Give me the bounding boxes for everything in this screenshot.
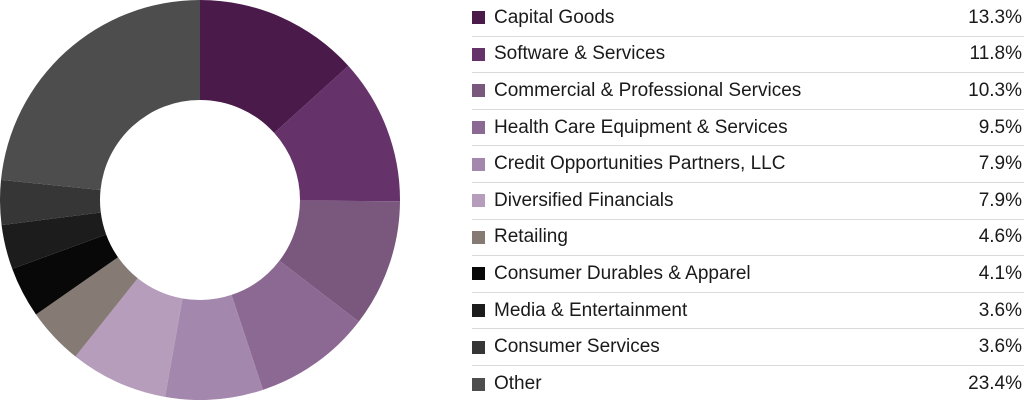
donut-chart [0,0,400,400]
donut-slice-4 [231,260,359,390]
legend-row: Consumer Durables & Apparel 4.1% [472,256,1024,293]
donut-slice-8 [12,234,119,315]
donut-slice-3 [279,200,400,322]
legend-label: Capital Goods [494,6,615,28]
legend-label: Media & Entertainment [494,299,688,321]
legend-label: Health Care Equipment & Services [494,116,788,138]
legend-value: 4.6% [978,226,1022,248]
donut-slice-7 [36,257,138,357]
legend-row: Software & Services 11.8% [472,37,1024,74]
legend-row: Retailing 4.6% [472,220,1024,257]
donut-slice-2 [274,65,400,202]
legend-swatch [472,377,485,391]
legend-swatch [472,11,485,25]
legend-row: Other 23.4% [472,366,1024,403]
legend-swatch [472,340,485,354]
legend-value: 3.6% [978,299,1022,321]
legend-swatch [472,47,485,61]
legend-label: Retailing [494,226,568,248]
legend-row: Media & Entertainment 3.6% [472,293,1024,330]
legend-swatch [472,157,485,171]
legend-label: Software & Services [494,43,666,65]
legend-row: Credit Opportunities Partners, LLC 7.9% [472,146,1024,183]
legend-value: 11.8% [969,43,1022,65]
legend-swatch [472,267,485,281]
legend-swatch [472,230,485,244]
donut-slice-9 [1,212,107,269]
legend-swatch [472,304,485,318]
donut-slice-11 [1,0,201,190]
legend-row: Diversified Financials 7.9% [472,183,1024,220]
donut-slice-1 [200,0,349,133]
legend-label: Consumer Durables & Apparel [494,262,751,284]
legend-value: 4.1% [978,262,1022,284]
legend-value: 13.3% [968,6,1022,28]
donut-slice-10 [0,179,101,226]
legend-value: 7.9% [978,153,1022,175]
legend-swatch [472,194,485,208]
legend-swatch [472,121,485,135]
legend-row: Commercial & Professional Services 10.3% [472,73,1024,110]
chart-legend: Capital Goods 13.3% Software & Services 11.… [472,0,1024,403]
legend-value: 7.9% [978,189,1022,211]
legend-label: Other [494,373,542,395]
legend-value: 3.6% [978,336,1022,358]
donut-slice-5 [164,294,263,400]
legend-swatch [472,84,485,98]
legend-label: Diversified Financials [494,189,674,211]
legend-label: Consumer Services [494,336,660,358]
legend-row: Health Care Equipment & Services 9.5% [472,110,1024,147]
legend-value: 23.4% [968,373,1022,395]
legend-row: Capital Goods 13.3% [472,0,1024,37]
legend-label: Commercial & Professional Services [494,79,802,101]
legend-value: 9.5% [978,116,1022,138]
legend-label: Credit Opportunities Partners, LLC [494,153,786,175]
legend-value: 10.3% [968,79,1022,101]
donut-slice-6 [75,278,183,397]
legend-row: Consumer Services 3.6% [472,329,1024,366]
